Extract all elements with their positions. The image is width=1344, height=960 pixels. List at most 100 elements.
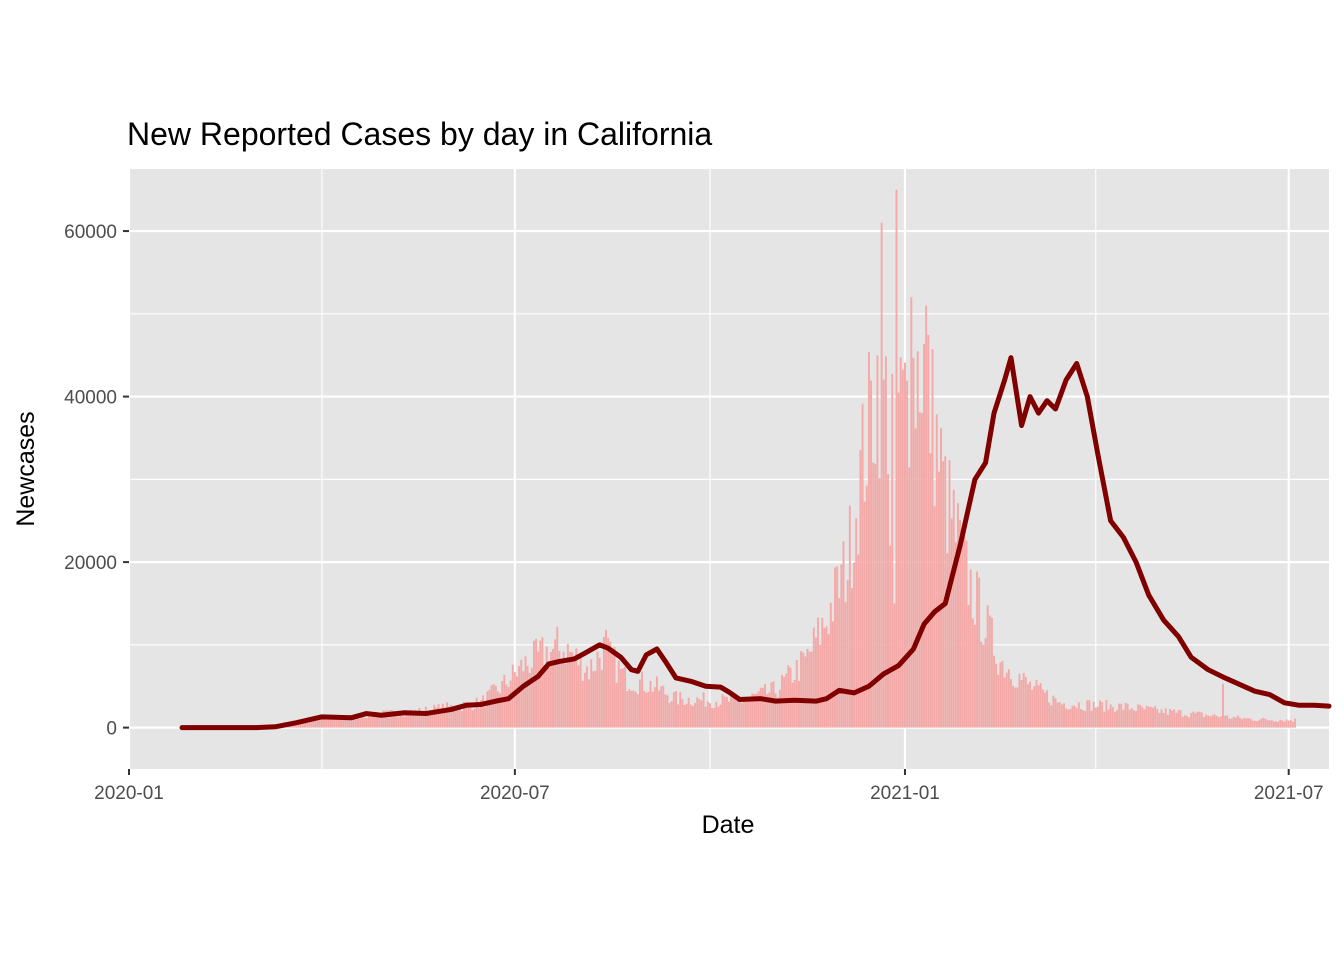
bar — [630, 690, 633, 728]
bar — [329, 717, 332, 728]
bar — [1069, 709, 1072, 728]
bar — [437, 704, 440, 728]
bar — [556, 626, 559, 728]
bar — [558, 651, 561, 728]
bar — [1149, 706, 1152, 728]
bar — [1020, 680, 1023, 728]
bar — [1226, 715, 1229, 728]
bar — [851, 587, 853, 728]
bar — [354, 718, 357, 728]
bar — [301, 722, 304, 728]
bar — [607, 637, 610, 728]
bar — [516, 676, 518, 728]
bar — [950, 518, 953, 728]
bar — [1179, 710, 1182, 728]
bar — [373, 717, 376, 728]
bar — [1283, 721, 1286, 728]
bar — [878, 478, 881, 728]
bar — [927, 335, 930, 728]
bar — [469, 704, 472, 728]
bar — [331, 716, 334, 728]
bar — [1275, 721, 1277, 728]
bar — [1071, 705, 1074, 728]
bar — [973, 624, 976, 728]
bar — [1007, 669, 1010, 728]
bar — [647, 691, 650, 728]
x-tick-label: 2020-07 — [480, 783, 550, 804]
bar — [859, 449, 862, 728]
bar — [774, 693, 777, 728]
bar — [1192, 711, 1195, 728]
bar — [1058, 702, 1061, 728]
bar — [494, 685, 497, 728]
bar-series — [257, 189, 1297, 728]
bar — [990, 617, 993, 728]
bar — [664, 694, 667, 728]
bar — [456, 709, 459, 728]
bar — [645, 692, 648, 728]
bar — [1016, 687, 1019, 728]
bar — [738, 700, 741, 728]
bar — [1173, 709, 1176, 728]
bar — [1135, 710, 1138, 728]
bar — [1270, 720, 1273, 728]
bar — [463, 701, 465, 728]
bar — [520, 659, 523, 728]
bar — [1041, 689, 1044, 728]
bar — [547, 667, 550, 728]
bar — [821, 617, 824, 728]
bar — [401, 716, 404, 728]
bar — [613, 647, 616, 728]
bar — [499, 693, 501, 728]
bar — [969, 569, 972, 728]
bar — [1090, 710, 1093, 728]
bar — [660, 686, 663, 728]
bar — [399, 714, 402, 728]
bar — [980, 641, 983, 728]
bar — [518, 665, 521, 728]
bar — [1022, 672, 1025, 728]
bar — [1200, 712, 1203, 728]
bar — [304, 721, 306, 728]
bar — [715, 701, 718, 728]
bar — [1194, 713, 1197, 728]
bar — [834, 567, 836, 728]
bar — [581, 680, 584, 728]
bar — [679, 692, 682, 728]
bar — [965, 540, 968, 728]
bar — [586, 666, 588, 728]
bar — [967, 605, 970, 728]
bar — [382, 710, 385, 728]
bar — [999, 662, 1002, 728]
bar — [1094, 707, 1097, 728]
bar — [865, 485, 868, 728]
bar — [768, 692, 771, 728]
bar — [295, 722, 298, 728]
bar — [1169, 708, 1171, 728]
bar — [1215, 715, 1218, 728]
bar — [1222, 683, 1224, 728]
bar — [1217, 717, 1220, 728]
bar — [1143, 709, 1146, 728]
bar — [1046, 690, 1048, 728]
bar — [357, 714, 359, 728]
bar — [539, 640, 542, 728]
bar — [1024, 676, 1027, 728]
bar — [386, 710, 389, 728]
bar — [755, 693, 758, 728]
bar — [569, 651, 571, 728]
bar — [509, 680, 512, 728]
bar — [340, 718, 342, 728]
bar — [861, 403, 864, 728]
bar — [920, 412, 923, 728]
bar — [838, 598, 841, 728]
bar — [1088, 700, 1091, 728]
bar — [429, 709, 432, 728]
bar — [1082, 710, 1085, 728]
bar — [853, 562, 856, 728]
bar — [795, 660, 798, 728]
bar — [420, 713, 423, 728]
bar — [598, 657, 601, 728]
bar — [692, 706, 694, 728]
bar — [931, 349, 934, 728]
